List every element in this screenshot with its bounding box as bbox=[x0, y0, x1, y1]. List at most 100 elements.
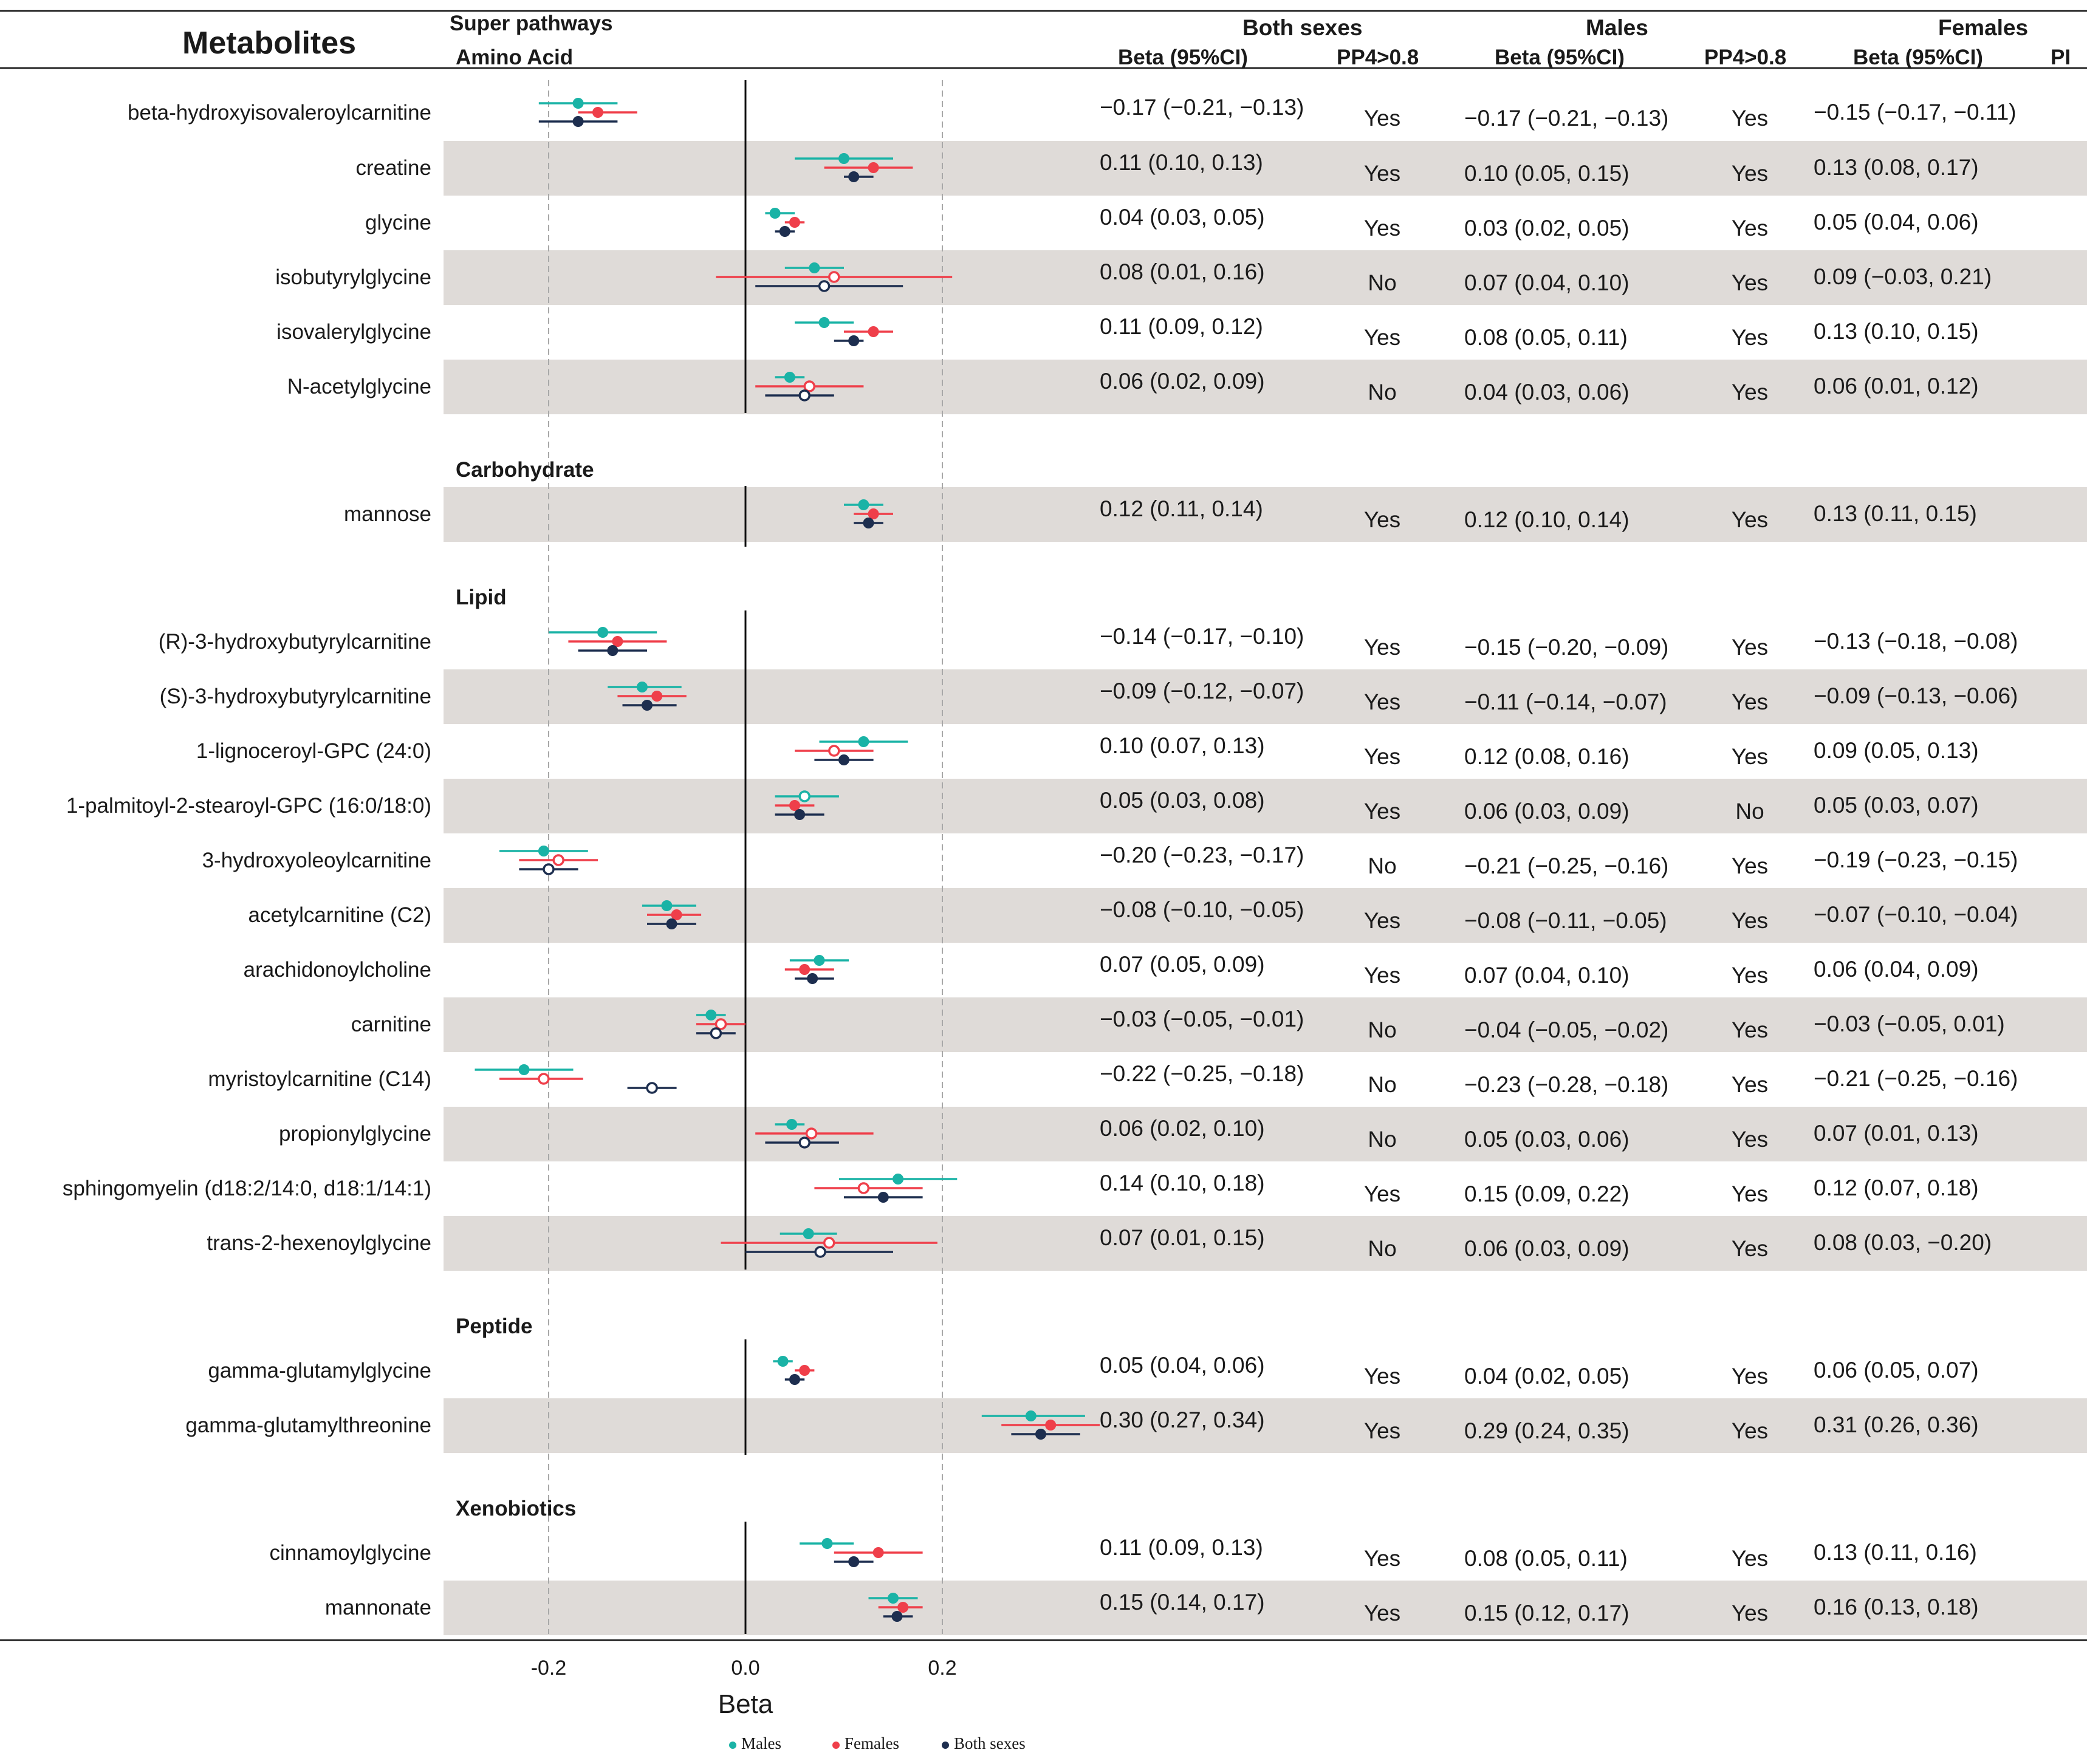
female-point bbox=[897, 1602, 909, 1613]
females-beta-ci: 0.13 (0.11, 0.16) bbox=[1814, 1540, 1977, 1565]
both-beta-ci: 0.11 (0.09, 0.13) bbox=[1100, 1535, 1263, 1560]
row-band bbox=[444, 360, 2087, 414]
both-point bbox=[863, 518, 874, 528]
row-label: trans-2-hexenoylglycine bbox=[207, 1231, 431, 1255]
males-beta-ci: 0.04 (0.02, 0.05) bbox=[1464, 1364, 1630, 1389]
both-beta-ci: 0.05 (0.03, 0.08) bbox=[1100, 788, 1265, 813]
females-beta-ci: 0.09 (−0.03, 0.21) bbox=[1814, 264, 1992, 289]
group-name: Carbohydrate bbox=[456, 458, 594, 482]
male-point bbox=[1025, 1410, 1037, 1421]
males-beta-ci: −0.23 (−0.28, −0.18) bbox=[1464, 1072, 1668, 1097]
males-beta-ci: 0.06 (0.03, 0.09) bbox=[1464, 799, 1630, 824]
male-point bbox=[818, 317, 830, 328]
legend-dot-females bbox=[832, 1741, 840, 1749]
row-band bbox=[444, 487, 2087, 542]
both-beta-ci: 0.11 (0.09, 0.12) bbox=[1100, 314, 1263, 339]
female-point bbox=[1045, 1420, 1057, 1431]
both-pp4: No bbox=[1368, 270, 1396, 295]
both-point bbox=[789, 1374, 800, 1385]
both-point bbox=[666, 918, 677, 929]
males-pp4: Yes bbox=[1732, 507, 1768, 532]
females-beta-ci: −0.21 (−0.25, −0.16) bbox=[1814, 1066, 2018, 1091]
males-pp4: Yes bbox=[1732, 1418, 1768, 1443]
male-point bbox=[518, 1064, 530, 1075]
legend-item-males: Males bbox=[729, 1734, 781, 1753]
males-pp4: Yes bbox=[1732, 853, 1768, 878]
males-beta-ci: −0.04 (−0.05, −0.02) bbox=[1464, 1017, 1668, 1042]
both-beta-ci: −0.17 (−0.21, −0.13) bbox=[1100, 95, 1304, 120]
both-point bbox=[807, 973, 818, 984]
male-point bbox=[803, 1228, 814, 1239]
male-point bbox=[572, 98, 584, 109]
both-point-open bbox=[818, 280, 831, 292]
females-beta-ci: 0.16 (0.13, 0.18) bbox=[1814, 1595, 1979, 1619]
legend-item-females: Females bbox=[832, 1734, 899, 1753]
both-beta-ci: 0.06 (0.02, 0.09) bbox=[1100, 369, 1265, 394]
female-point bbox=[592, 107, 603, 118]
row-band bbox=[444, 1398, 2087, 1453]
both-pp4: Yes bbox=[1364, 106, 1400, 131]
males-pp4-header: PP4>0.8 bbox=[1704, 46, 1786, 69]
data-marks bbox=[475, 98, 1100, 1622]
both-point bbox=[877, 1192, 889, 1203]
males-beta-ci: 0.05 (0.03, 0.06) bbox=[1464, 1127, 1630, 1152]
both-point bbox=[891, 1611, 903, 1622]
both-point bbox=[838, 754, 849, 765]
female-point bbox=[868, 162, 879, 173]
male-point bbox=[814, 955, 825, 966]
row-label: (S)-3-hydroxybutyrylcarnitine bbox=[160, 685, 431, 708]
males-beta-ci: −0.11 (−0.14, −0.07) bbox=[1464, 689, 1667, 714]
females-beta-ci: 0.07 (0.01, 0.13) bbox=[1814, 1121, 1979, 1146]
both-beta-ci-header: Beta (95%CI) bbox=[1118, 46, 1248, 69]
both-pp4: Yes bbox=[1364, 908, 1400, 933]
females-beta-ci: 0.13 (0.10, 0.15) bbox=[1814, 319, 1979, 344]
both-beta-ci: 0.14 (0.10, 0.18) bbox=[1100, 1171, 1265, 1195]
males-pp4: Yes bbox=[1732, 1601, 1768, 1626]
legend-label-both-sexes: Both sexes bbox=[954, 1734, 1026, 1752]
male-point bbox=[858, 736, 869, 747]
both-beta-ci: −0.20 (−0.23, −0.17) bbox=[1100, 843, 1304, 867]
females-header: Females bbox=[1938, 15, 2028, 40]
males-beta-ci: 0.10 (0.05, 0.15) bbox=[1464, 161, 1630, 186]
row-band bbox=[444, 1107, 2087, 1161]
row-band bbox=[444, 1581, 2087, 1635]
females-beta-ci: 0.09 (0.05, 0.13) bbox=[1814, 738, 1979, 763]
both-pp4: No bbox=[1368, 1017, 1396, 1042]
females-beta-ci: −0.03 (−0.05, 0.01) bbox=[1814, 1011, 2005, 1036]
male-point bbox=[809, 262, 820, 273]
male-point bbox=[769, 208, 781, 219]
males-beta-ci-header: Beta (95%CI) bbox=[1495, 46, 1625, 69]
female-point-open bbox=[823, 1237, 835, 1249]
both-pp4: Yes bbox=[1364, 1364, 1400, 1389]
both-pp4: Yes bbox=[1364, 1418, 1400, 1443]
males-pp4: No bbox=[1735, 799, 1764, 824]
males-header: Males bbox=[1586, 15, 1648, 40]
both-beta-ci: −0.03 (−0.05, −0.01) bbox=[1100, 1007, 1304, 1031]
group-name: Xenobiotics bbox=[456, 1497, 576, 1520]
both-beta-ci: 0.05 (0.04, 0.06) bbox=[1100, 1353, 1265, 1378]
row-label: myristoylcarnitine (C14) bbox=[208, 1067, 431, 1091]
male-point bbox=[636, 682, 648, 692]
legend-dot-males bbox=[729, 1741, 736, 1749]
females-beta-ci: 0.08 (0.03, −0.20) bbox=[1814, 1230, 1992, 1255]
row-label: cinnamoylglycine bbox=[269, 1541, 431, 1565]
both-point bbox=[572, 116, 584, 127]
female-point-open bbox=[552, 854, 564, 866]
females-beta-ci: −0.13 (−0.18, −0.08) bbox=[1814, 629, 2018, 654]
males-pp4: Yes bbox=[1732, 161, 1768, 186]
both-beta-ci: 0.07 (0.01, 0.15) bbox=[1100, 1225, 1265, 1250]
both-pp4: Yes bbox=[1364, 1601, 1400, 1626]
both-pp4: No bbox=[1368, 853, 1396, 878]
females-beta-ci-header: Beta (95%CI) bbox=[1853, 46, 1983, 69]
males-pp4: Yes bbox=[1732, 1127, 1768, 1152]
males-pp4: Yes bbox=[1732, 216, 1768, 241]
male-point bbox=[858, 499, 869, 510]
males-pp4: Yes bbox=[1732, 1236, 1768, 1261]
both-pp4: Yes bbox=[1364, 325, 1400, 350]
males-beta-ci: −0.17 (−0.21, −0.13) bbox=[1464, 106, 1668, 131]
males-pp4: Yes bbox=[1732, 106, 1768, 131]
males-beta-ci: 0.29 (0.24, 0.35) bbox=[1464, 1418, 1630, 1443]
male-point bbox=[705, 1010, 717, 1020]
row-label: isovalerylglycine bbox=[276, 320, 431, 344]
both-beta-ci: −0.09 (−0.12, −0.07) bbox=[1100, 679, 1304, 703]
